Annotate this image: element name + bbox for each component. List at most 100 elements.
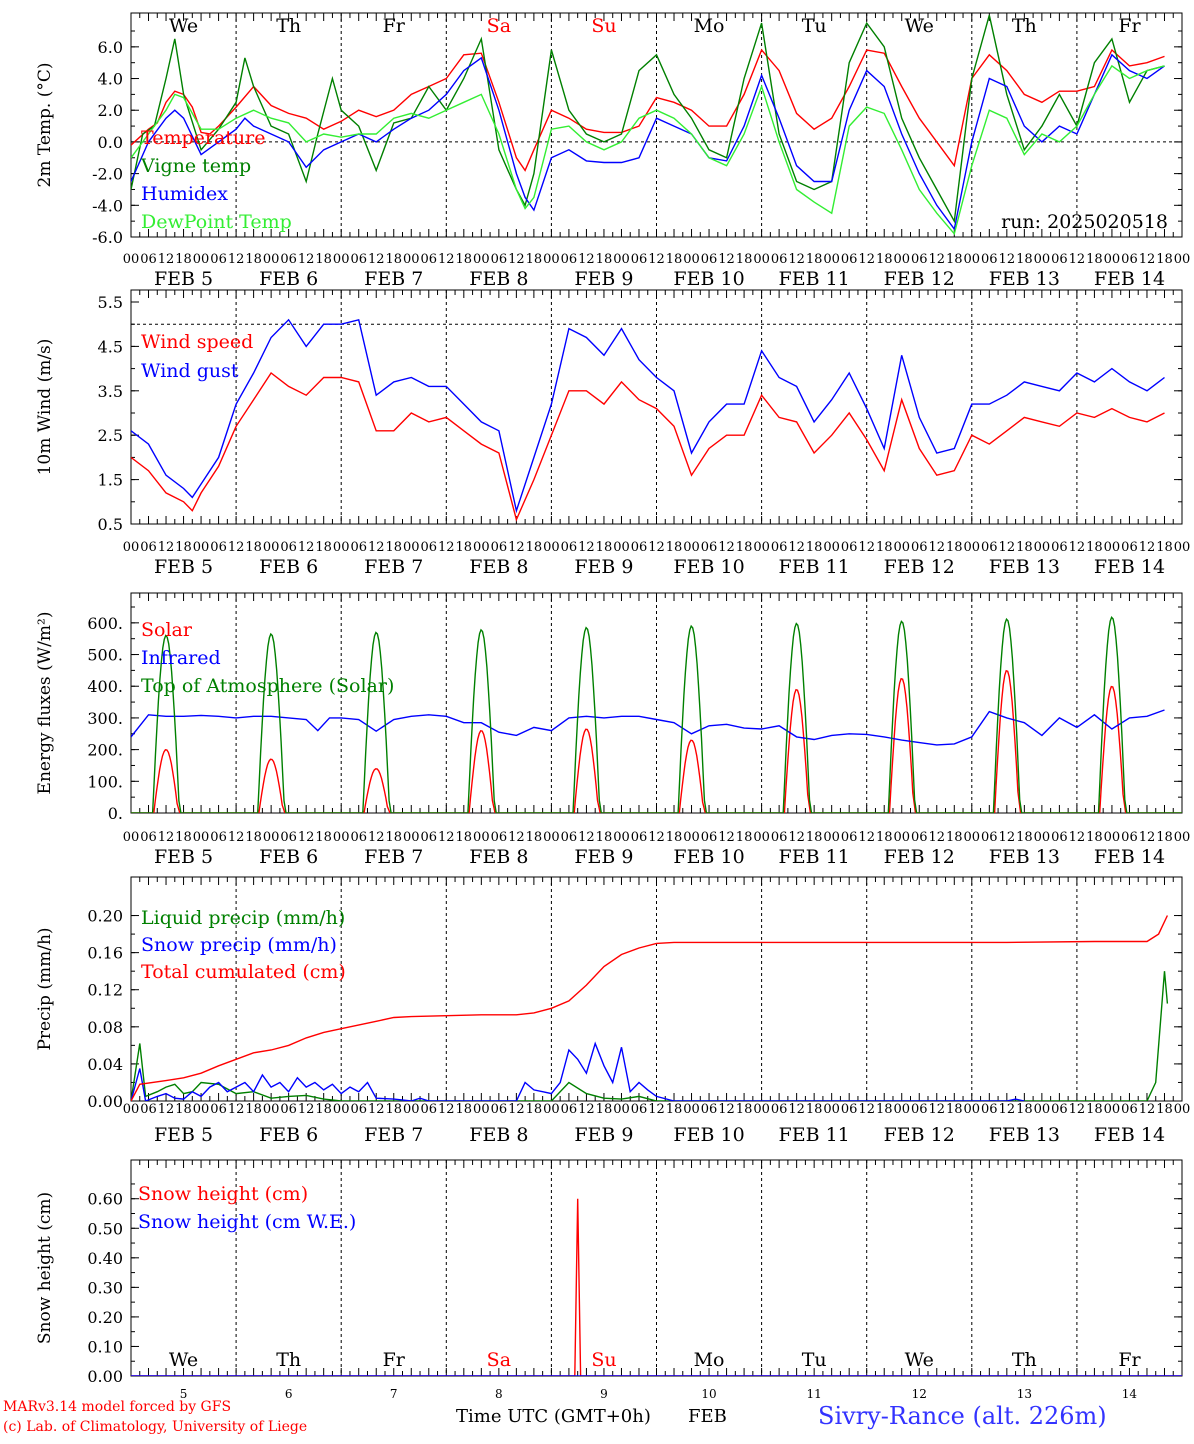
hour-label: 18 (666, 540, 683, 555)
hour-label: 12 (438, 830, 455, 845)
hour-label: 00 (893, 540, 910, 555)
series-line (131, 318, 1165, 514)
y-tick-label: 0.0 (98, 133, 123, 152)
hour-label: 06 (210, 540, 227, 555)
hour-label: 18 (175, 830, 192, 845)
hour-label: 00 (893, 1102, 910, 1117)
y-tick-label: -6.0 (92, 228, 123, 247)
hour-label: 18 (385, 540, 402, 555)
y-tick-label: 4.0 (98, 70, 123, 89)
hour-label: 06 (210, 830, 227, 845)
hour-label: 12 (1069, 830, 1086, 845)
hour-label: 00 (683, 252, 700, 267)
date-label: FEB 12 (884, 846, 955, 868)
weekday-label: We (905, 15, 934, 37)
weekday-label: Th (276, 15, 301, 37)
date-label: FEB 13 (989, 556, 1060, 578)
weekday-label: Fr (1118, 15, 1141, 37)
hour-label: 18 (666, 830, 683, 845)
hour-label: 00 (753, 830, 770, 845)
legend-entry: Wind gust (141, 360, 239, 382)
hour-label: 18 (245, 830, 262, 845)
hour-label: 06 (911, 830, 928, 845)
date-label: FEB 7 (364, 268, 423, 290)
hour-label: 12 (999, 540, 1016, 555)
hour-label: 18 (596, 252, 613, 267)
hour-label: 00 (263, 540, 280, 555)
hour-label: 06 (771, 830, 788, 845)
hour-label: 06 (350, 252, 367, 267)
hour-label: 06 (140, 830, 157, 845)
hour-label: 00 (123, 252, 140, 267)
series-line (131, 371, 1165, 522)
hour-label: 00 (403, 252, 420, 267)
hour-label: 18 (456, 830, 473, 845)
hour-label: 12 (228, 830, 245, 845)
hour-label: 18 (526, 540, 543, 555)
hour-label: 12 (508, 830, 525, 845)
y-tick-label: 3.5 (98, 382, 123, 401)
hour-label: 00 (543, 540, 560, 555)
hour-label: 12 (999, 1102, 1016, 1117)
hour-label: 00 (543, 252, 560, 267)
date-label: FEB 8 (469, 556, 528, 578)
date-label: FEB 10 (673, 846, 744, 868)
hour-label: 00 (263, 830, 280, 845)
series-line (131, 669, 1182, 813)
hour-label: 00 (1174, 1102, 1191, 1117)
hour-label: 06 (701, 540, 718, 555)
hour-label: 00 (403, 1102, 420, 1117)
hour-label: 06 (911, 1102, 928, 1117)
hour-label: 12 (718, 1102, 735, 1117)
hour-label: 06 (421, 252, 438, 267)
hour-label: 18 (315, 830, 332, 845)
lab-credit: (c) Lab. of Climatology, University of L… (3, 1419, 308, 1435)
hour-label: 06 (631, 540, 648, 555)
weekday-label: Su (591, 15, 616, 37)
hour-label: 06 (350, 830, 367, 845)
hour-label: 18 (526, 830, 543, 845)
hour-label: 00 (1034, 540, 1051, 555)
hour-label: 12 (648, 830, 665, 845)
hour-label: 06 (1051, 830, 1068, 845)
hour-label: 12 (578, 830, 595, 845)
hour-label: 00 (613, 830, 630, 845)
hour-label: 00 (403, 540, 420, 555)
hour-label: 18 (596, 540, 613, 555)
hour-label: 12 (1139, 540, 1156, 555)
hour-label: 12 (298, 252, 315, 267)
hour-label: 12 (648, 1102, 665, 1117)
weekday-label: Sa (487, 1349, 511, 1371)
hour-label: 12 (1069, 540, 1086, 555)
hour-label: 06 (771, 252, 788, 267)
date-label: FEB 9 (574, 556, 633, 578)
hour-label: 00 (613, 1102, 630, 1117)
hour-label: 00 (753, 540, 770, 555)
hour-label: 12 (858, 540, 875, 555)
hour-label: 06 (280, 830, 297, 845)
hour-label: 00 (543, 1102, 560, 1117)
hour-label: 06 (1121, 830, 1138, 845)
hour-label: 06 (841, 540, 858, 555)
date-label: FEB 10 (673, 268, 744, 290)
weekday-label: We (169, 15, 198, 37)
weekday-label: Sa (487, 15, 511, 37)
date-label: FEB 7 (364, 556, 423, 578)
hour-label: 12 (648, 540, 665, 555)
hour-label: 00 (543, 830, 560, 845)
hour-label: 18 (876, 540, 893, 555)
y-tick-label: -4.0 (92, 196, 123, 215)
weekday-label: Fr (383, 1349, 406, 1371)
day-number: 7 (390, 1387, 398, 1401)
hour-label: 06 (1121, 252, 1138, 267)
hour-label: 18 (806, 1102, 823, 1117)
y-tick-label: 500. (87, 646, 123, 665)
hour-label: 12 (858, 252, 875, 267)
hour-label: 00 (613, 252, 630, 267)
legend-entry: Infrared (141, 647, 221, 669)
hour-label: 06 (631, 252, 648, 267)
hour-label: 18 (1016, 540, 1033, 555)
hour-label: 00 (1174, 252, 1191, 267)
hour-label: 18 (1016, 830, 1033, 845)
